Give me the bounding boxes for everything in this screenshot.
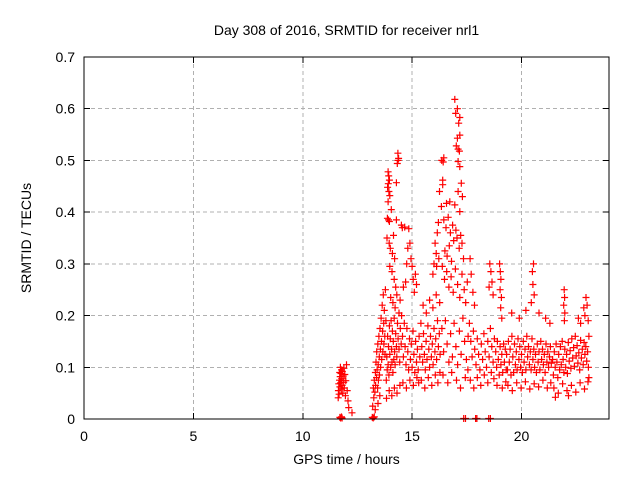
svg-text:5: 5	[189, 428, 197, 444]
svg-text:0: 0	[67, 411, 75, 427]
svg-text:15: 15	[404, 428, 420, 444]
svg-text:0.4: 0.4	[56, 204, 76, 220]
svg-text:0.5: 0.5	[56, 152, 76, 168]
grid-lines	[84, 57, 609, 419]
svg-text:10: 10	[295, 428, 311, 444]
svg-text:0.6: 0.6	[56, 101, 76, 117]
y-tick-labels: 0 0.1 0.2 0.3 0.4 0.5 0.6 0.7	[56, 49, 76, 427]
chart-title: Day 308 of 2016, SRMTID for receiver nrl…	[213, 22, 480, 38]
svg-text:0.3: 0.3	[56, 256, 76, 272]
svg-text:20: 20	[514, 428, 530, 444]
data-points	[334, 95, 593, 422]
svg-text:0.1: 0.1	[56, 359, 76, 375]
axis-border	[83, 56, 610, 420]
tick-marks	[83, 56, 609, 420]
svg-text:0.2: 0.2	[56, 308, 76, 324]
x-tick-labels: 0 5 10 15 20	[80, 428, 529, 444]
svg-text:0: 0	[80, 428, 88, 444]
svg-text:0.7: 0.7	[56, 49, 76, 65]
x-axis-label: GPS time / hours	[293, 451, 400, 467]
